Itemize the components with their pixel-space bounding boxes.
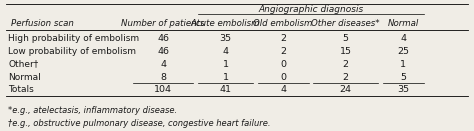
Text: 4: 4 <box>222 47 228 56</box>
Text: Normal: Normal <box>9 73 41 82</box>
Text: 46: 46 <box>157 47 169 56</box>
Text: 0: 0 <box>280 60 286 69</box>
Text: 15: 15 <box>339 47 352 56</box>
Text: 24: 24 <box>339 86 352 94</box>
Text: 2: 2 <box>280 47 286 56</box>
Text: 1: 1 <box>222 73 228 82</box>
Text: 2: 2 <box>343 73 348 82</box>
Text: 4: 4 <box>400 34 406 43</box>
Text: 4: 4 <box>280 86 286 94</box>
Text: *e.g., atelectasis, inflammatory disease.: *e.g., atelectasis, inflammatory disease… <box>9 106 178 115</box>
Text: 35: 35 <box>397 86 410 94</box>
Text: 8: 8 <box>160 73 166 82</box>
Text: Low probability of embolism: Low probability of embolism <box>9 47 137 56</box>
Text: 2: 2 <box>343 60 348 69</box>
Text: 1: 1 <box>222 60 228 69</box>
Text: 5: 5 <box>400 73 406 82</box>
Text: 104: 104 <box>154 86 172 94</box>
Text: Angiographic diagnosis: Angiographic diagnosis <box>258 6 364 15</box>
Text: High probability of embolism: High probability of embolism <box>9 34 139 43</box>
Text: 2: 2 <box>280 34 286 43</box>
Text: 0: 0 <box>280 73 286 82</box>
Text: Perfusion scan: Perfusion scan <box>11 19 73 28</box>
Text: Other diseases*: Other diseases* <box>311 19 380 28</box>
Text: 41: 41 <box>219 86 231 94</box>
Text: Normal: Normal <box>388 19 419 28</box>
Text: 1: 1 <box>400 60 406 69</box>
Text: Number of patients: Number of patients <box>121 19 205 28</box>
Text: Totals: Totals <box>9 86 34 94</box>
Text: 35: 35 <box>219 34 231 43</box>
Text: 46: 46 <box>157 34 169 43</box>
Text: 5: 5 <box>343 34 348 43</box>
Text: 25: 25 <box>397 47 409 56</box>
Text: †e.g., obstructive pulmonary disease, congestive heart failure.: †e.g., obstructive pulmonary disease, co… <box>9 119 271 128</box>
Text: 4: 4 <box>160 60 166 69</box>
Text: Old embolism: Old embolism <box>254 19 313 28</box>
Text: Acute embolism: Acute embolism <box>191 19 260 28</box>
Text: Other†: Other† <box>9 60 39 69</box>
